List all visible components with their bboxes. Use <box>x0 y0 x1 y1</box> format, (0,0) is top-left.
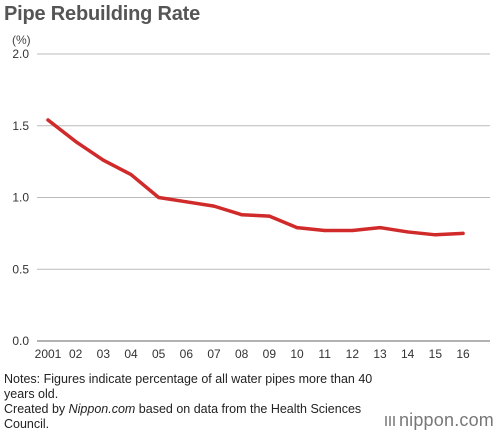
credit-suffix: based on data from the Health Sciences C… <box>4 402 362 431</box>
x-tick-label: 04 <box>124 347 138 361</box>
y-axis-ticks: 0.0 0.5 1.0 1.5 2.0 <box>12 47 29 348</box>
credit-source: Nippon.com <box>68 402 136 416</box>
x-tick-label: 13 <box>373 347 387 361</box>
y-tick-label: 1.0 <box>12 191 29 205</box>
x-tick-label: 12 <box>346 347 360 361</box>
y-tick-label: 1.5 <box>12 119 29 133</box>
data-point <box>184 200 188 204</box>
data-point <box>350 228 354 233</box>
data-point <box>267 214 271 218</box>
notes-text: Notes: Figures indicate percentage of al… <box>4 372 373 401</box>
y-axis-unit-label: (%) <box>12 33 31 47</box>
y-tick-label: 2.0 <box>12 47 29 61</box>
gridlines <box>37 53 490 342</box>
series-layer <box>46 118 465 237</box>
data-point <box>101 158 105 162</box>
data-point <box>129 172 133 177</box>
x-tick-label: 11 <box>318 347 331 361</box>
x-tick-label: 2001 <box>35 347 62 361</box>
data-point <box>406 230 410 234</box>
data-point <box>323 228 327 233</box>
x-tick-label: 16 <box>456 347 470 361</box>
x-axis-ticks: 2001 02 03 04 05 06 07 08 09 10 11 12 13 14 15 16 <box>35 347 470 361</box>
signal-bars-icon <box>384 415 395 426</box>
data-point <box>295 226 299 230</box>
x-tick-label: 02 <box>69 347 83 361</box>
data-point <box>74 139 78 144</box>
data-point <box>212 204 216 208</box>
x-tick-label: 10 <box>290 347 304 361</box>
brand-logo: nippon.com <box>384 410 494 431</box>
y-tick-label: 0.0 <box>12 334 29 348</box>
x-tick-label: 03 <box>97 347 111 361</box>
x-tick-label: 08 <box>235 347 249 361</box>
data-point <box>46 118 50 122</box>
x-tick-label: 07 <box>207 347 221 361</box>
x-tick-label: 05 <box>152 347 166 361</box>
line-chart: 0.0 0.5 1.0 1.5 2.0 (%) 2001 02 03 04 05 06 07 08 09… <box>12 33 490 361</box>
chart-title: Pipe Rebuilding Rate <box>4 3 201 25</box>
brand-name: nippon.com <box>398 410 494 430</box>
x-tick-label: 15 <box>429 347 443 361</box>
data-point <box>461 231 465 235</box>
data-point <box>157 195 161 200</box>
x-tick-label: 09 <box>263 347 277 361</box>
data-point <box>378 226 382 230</box>
credit-prefix: Created by <box>4 402 69 416</box>
data-point <box>240 213 244 217</box>
x-tick-label: 14 <box>401 347 415 361</box>
credit-line: Created by Nippon.com based on data from… <box>4 402 389 432</box>
chart-notes: Notes: Figures indicate percentage of al… <box>4 372 389 432</box>
data-point <box>433 233 437 237</box>
series-line <box>46 118 465 237</box>
x-tick-label: 06 <box>180 347 194 361</box>
y-tick-label: 0.5 <box>12 262 29 276</box>
